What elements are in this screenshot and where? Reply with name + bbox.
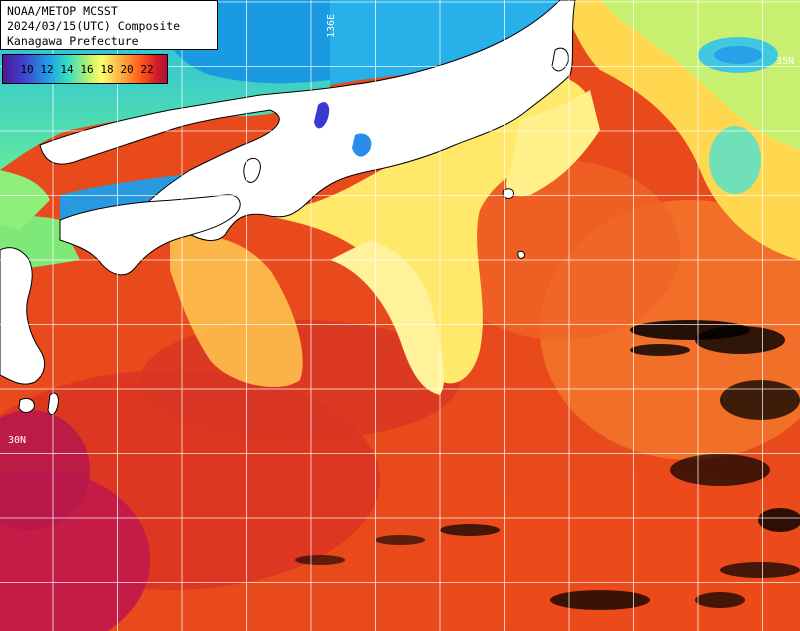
lat-label-35n: 35N: [776, 56, 794, 67]
coastal-yellow-peninsula: [170, 235, 303, 388]
land-miyake: [517, 250, 525, 259]
coastal-yellow-sagami: [506, 90, 600, 197]
legend-label: 22: [140, 62, 154, 76]
land-yakushima: [18, 397, 35, 413]
legend-label: 14: [60, 62, 74, 76]
legend-labels: 10 12 14 16 18 20 22: [3, 55, 167, 83]
north-sea-blue-2: [330, 0, 560, 85]
coastal-yellow-central: [230, 70, 591, 384]
cool-eddy-ne-core: [714, 46, 762, 64]
lon-label-136e: 136E: [326, 14, 337, 38]
legend-label: 12: [40, 62, 54, 76]
title-line-3: Kanagawa Prefecture: [7, 34, 139, 48]
temperature-legend: 10 12 14 16 18 20 22: [2, 54, 168, 84]
land-kyushu: [0, 247, 46, 385]
legend-label: 16: [80, 62, 94, 76]
coastal-green-east: [600, 0, 800, 150]
title-box: NOAA/METOP MCSST 2024/03/15(UTC) Composi…: [0, 0, 218, 50]
legend-label: 10: [20, 62, 34, 76]
hot-patch-southwest-2: [0, 410, 90, 530]
cool-eddy-east: [709, 126, 761, 194]
orange-band-mid: [440, 160, 680, 340]
land-awaji: [243, 157, 261, 183]
land-shikoku: [59, 194, 241, 276]
cloud-cover: [295, 320, 800, 610]
legend-label: 18: [100, 62, 114, 76]
title-line-2: 2024/03/15(UTC) Composite: [7, 19, 181, 33]
land-boso: [551, 47, 569, 72]
coastal-yellow-bay: [330, 240, 445, 395]
lat-label-30n: 30N: [8, 435, 26, 446]
land-noto-lake: [314, 102, 330, 129]
land-honshu: [39, 0, 576, 265]
title-line-1: NOAA/METOP MCSST: [7, 4, 118, 18]
land-lake-biwa: [352, 133, 372, 157]
land-izu-oshima: [502, 188, 514, 199]
legend-label: 20: [120, 62, 134, 76]
coastal-green-west: [0, 170, 50, 230]
warm-patch-southeast: [440, 470, 800, 631]
